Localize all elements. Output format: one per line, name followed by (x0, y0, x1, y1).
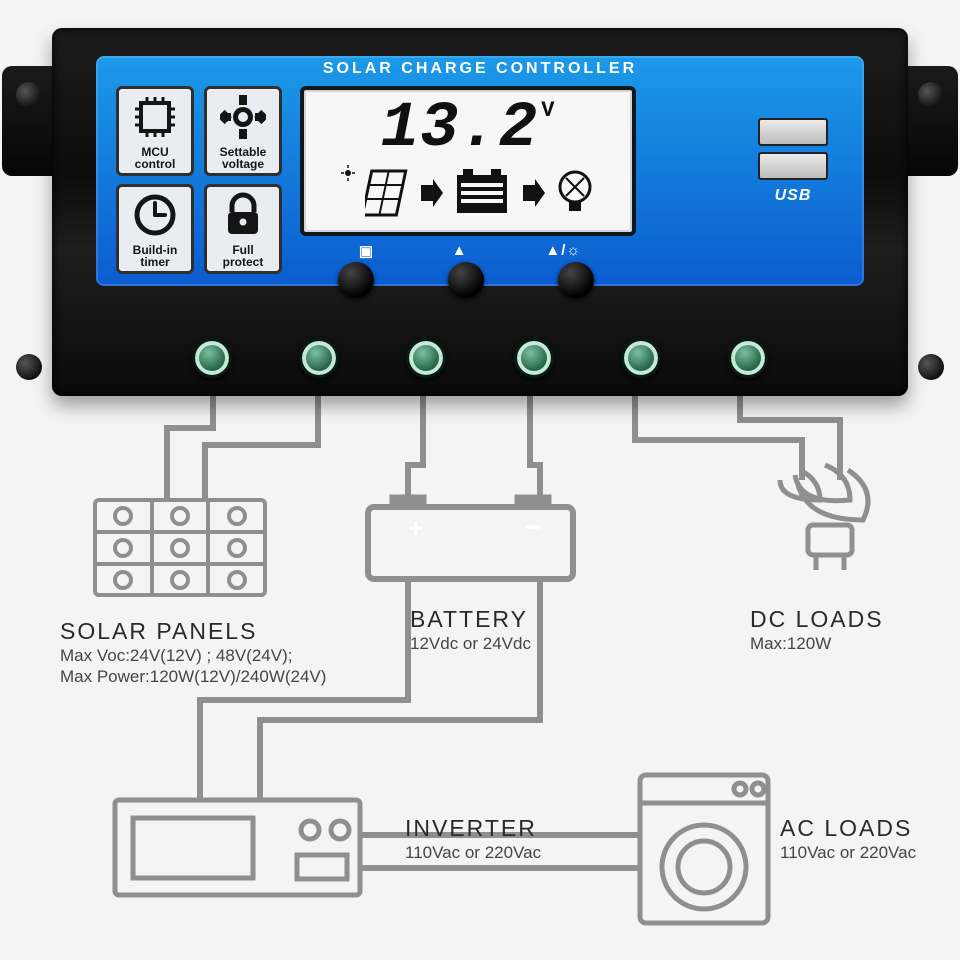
voltage-unit: V (541, 98, 555, 123)
device-title: SOLAR CHARGE CONTROLLER (96, 60, 864, 78)
terminal-load-pos[interactable] (621, 338, 661, 378)
controller-faceplate: SOLAR CHARGE CONTROLLER MCUcontrol (96, 56, 864, 286)
acloads-spec: 110Vac or 220Vac (780, 842, 960, 863)
controller-body: SOLAR CHARGE CONTROLLER MCUcontrol (52, 28, 908, 396)
sun-icon (341, 165, 355, 221)
mount-hole-tl (16, 82, 42, 108)
panel-icon (365, 165, 409, 221)
btn3-label: ▲/☼ (545, 242, 581, 260)
mount-hole-br (918, 354, 944, 380)
battery-icon (453, 165, 511, 221)
terminal-load-neg[interactable] (728, 338, 768, 378)
svg-text:+: + (408, 513, 423, 543)
voltage-reading: 13.2V (381, 101, 556, 159)
solar-title: SOLAR PANELS (60, 618, 380, 645)
dcloads-label: DC LOADS Max:120W (750, 606, 950, 654)
terminal-batt-neg[interactable] (514, 338, 554, 378)
inverter-spec: 110Vac or 220Vac (405, 842, 625, 863)
dcloads-title: DC LOADS (750, 606, 950, 633)
feature-mcu: MCUcontrol (116, 86, 194, 176)
terminal-batt-pos[interactable] (406, 338, 446, 378)
feature-timer-l2: timer (140, 255, 169, 269)
battery-label: BATTERY 12Vdc or 24Vdc (410, 606, 630, 654)
mount-hole-tr (918, 82, 944, 108)
usb-ports: USB (748, 100, 838, 220)
lcd-display: 13.2V (300, 86, 636, 236)
gear-icon (220, 89, 266, 146)
feature-voltage-l2: voltage (222, 157, 264, 171)
arrow-right-icon (521, 165, 545, 221)
terminal-solar-pos[interactable] (192, 338, 232, 378)
feature-timer: Build-intimer (116, 184, 194, 274)
feature-protect: Fullprotect (204, 184, 282, 274)
dcloads-spec: Max:120W (750, 633, 950, 654)
btn1-label: ▣ (359, 242, 374, 260)
flow-icons (341, 165, 595, 221)
solar-spec2: Max Power:120W(12V)/240W(24V) (60, 666, 380, 687)
terminal-row (192, 338, 768, 378)
battery-spec: 12Vdc or 24Vdc (410, 633, 630, 654)
inverter-title: INVERTER (405, 815, 625, 842)
button-labels-row: ▣ ▲ ▲/☼ (320, 242, 620, 260)
feature-voltage: Settablevoltage (204, 86, 282, 176)
solar-spec1: Max Voc:24V(12V) ; 48V(24V); (60, 645, 380, 666)
menu-button[interactable] (338, 262, 374, 298)
inverter-label: INVERTER 110Vac or 220Vac (405, 815, 625, 863)
feature-mcu-l2: control (135, 157, 176, 171)
lock-icon (222, 187, 264, 244)
usb-port-2[interactable] (758, 152, 828, 180)
clock-icon (132, 187, 178, 244)
svg-text:−: − (524, 511, 542, 544)
bulb-icon (555, 165, 595, 221)
acloads-label: AC LOADS 110Vac or 220Vac (780, 815, 960, 863)
arrow-right-icon (419, 165, 443, 221)
stage: + − (0, 0, 960, 960)
usb-port-1[interactable] (758, 118, 828, 146)
acloads-title: AC LOADS (780, 815, 960, 842)
up-button[interactable] (448, 262, 484, 298)
solar-label: SOLAR PANELS Max Voc:24V(12V) ; 48V(24V)… (60, 618, 380, 688)
feature-protect-l2: protect (223, 255, 264, 269)
mode-button[interactable] (558, 262, 594, 298)
usb-label: USB (775, 187, 812, 205)
btn2-label: ▲ (452, 242, 468, 260)
battery-title: BATTERY (410, 606, 630, 633)
terminal-solar-neg[interactable] (299, 338, 339, 378)
chip-icon (133, 89, 177, 146)
mount-hole-bl (16, 354, 42, 380)
voltage-value: 13.2 (381, 93, 539, 165)
